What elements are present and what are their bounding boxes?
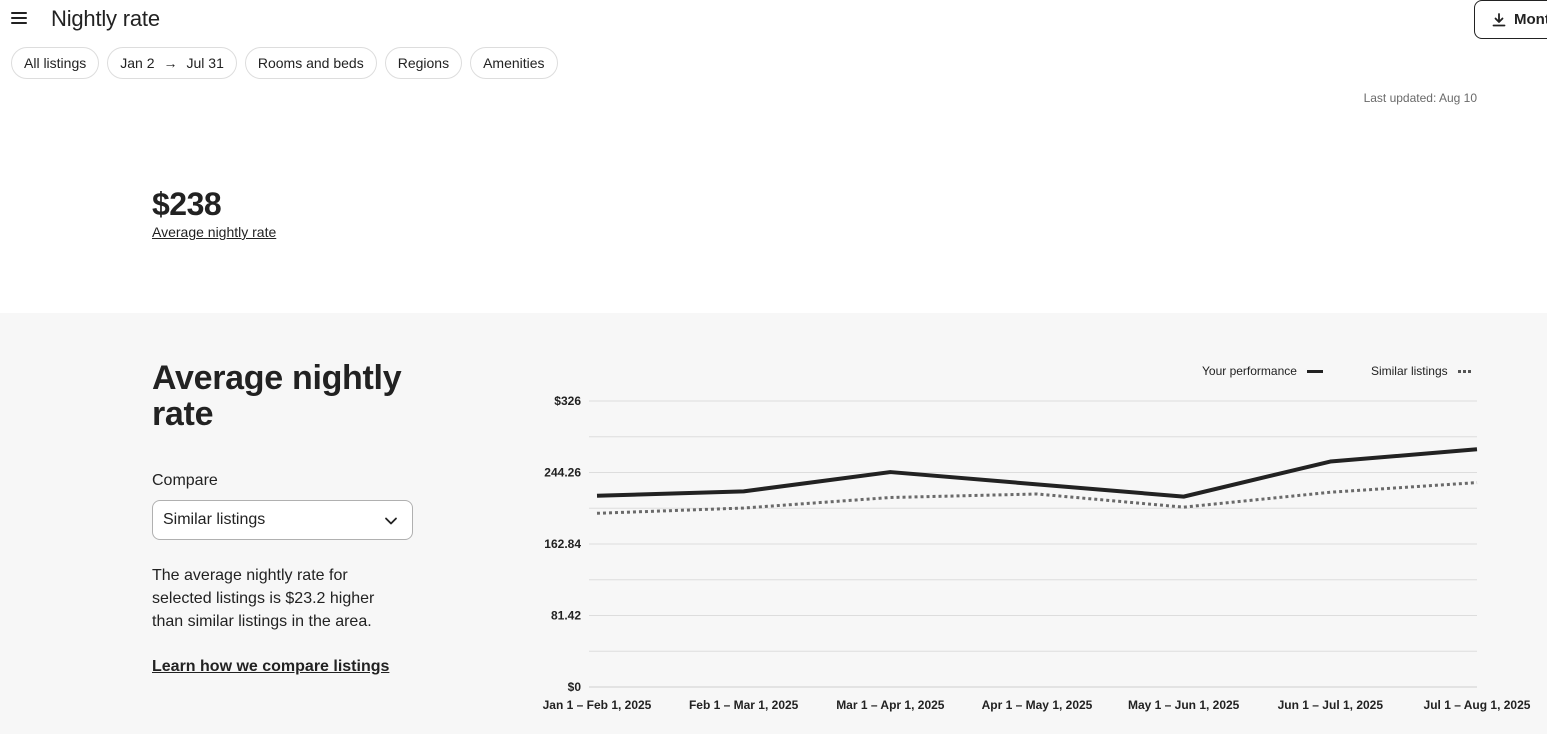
- legend-label-primary: Your performance: [1202, 364, 1297, 378]
- filter-regions[interactable]: Regions: [384, 47, 463, 79]
- filter-bar: All listings Jan 2 → Jul 31 Rooms and be…: [11, 47, 558, 79]
- x-tick-label: Apr 1 – May 1, 2025: [982, 698, 1093, 712]
- compare-label: Compare: [152, 472, 218, 489]
- learn-compare-link[interactable]: Learn how we compare listings: [152, 658, 390, 675]
- legend-swatch-primary: [1306, 369, 1323, 373]
- export-label: Mont: [1514, 11, 1547, 28]
- series-line-your-performance: [596, 447, 1478, 499]
- x-tick-label: Jan 1 – Feb 1, 2025: [543, 698, 652, 712]
- section-title: Average nightly rate: [152, 359, 402, 433]
- chevron-down-icon: [385, 517, 397, 525]
- line-chart: $0 81.42 162.84 244.26 $326 Jan 1 – Feb 1, 20…: [543, 394, 1531, 712]
- top-bar: Nightly rate Mont: [0, 0, 1547, 40]
- filter-regions-label: Regions: [397, 55, 450, 71]
- date-end: Jul 31: [186, 55, 224, 71]
- menu-icon[interactable]: [11, 12, 27, 26]
- filter-amenities-label: Amenities: [483, 55, 545, 71]
- x-tick-label: Jul 1 – Aug 1, 2025: [1424, 698, 1531, 712]
- page-title: Nightly rate: [51, 6, 160, 31]
- filter-rooms-beds-label: Rooms and beds: [257, 55, 364, 71]
- legend-swatch-comparison: [1457, 369, 1471, 373]
- download-icon: [1492, 12, 1506, 26]
- date-start: Jan 2: [120, 55, 155, 71]
- filter-rooms-beds[interactable]: Rooms and beds: [244, 47, 377, 79]
- y-tick-label: 162.84: [544, 537, 581, 551]
- y-tick-label: 244.26: [544, 466, 581, 480]
- kpi-label-link[interactable]: Average nightly rate: [152, 224, 277, 240]
- compare-description: The average nightly rate for selected li…: [152, 567, 375, 630]
- last-updated: Last updated: Aug 10: [1363, 91, 1477, 105]
- chart-legend: Your performance Similar listings: [1202, 364, 1471, 378]
- compare-dropdown[interactable]: Similar listings: [152, 500, 413, 540]
- filter-date-range[interactable]: Jan 2 → Jul 31: [107, 47, 237, 79]
- comparison-panel: Average nightly rate Compare Similar lis…: [0, 313, 1547, 734]
- x-tick-label: Mar 1 – Apr 1, 2025: [836, 698, 945, 712]
- filter-all-listings[interactable]: All listings: [11, 47, 100, 79]
- filter-amenities[interactable]: Amenities: [470, 47, 558, 79]
- y-tick-label: 81.42: [551, 609, 581, 623]
- x-tick-label: Jun 1 – Jul 1, 2025: [1278, 698, 1384, 712]
- series-line-similar-listings: [596, 481, 1478, 515]
- filter-all-listings-label: All listings: [24, 55, 87, 71]
- y-tick-label: $326: [554, 394, 581, 408]
- kpi-value: $238: [152, 186, 222, 222]
- x-tick-label: Feb 1 – Mar 1, 2025: [689, 698, 799, 712]
- export-button[interactable]: Mont: [1474, 0, 1547, 39]
- x-tick-label: May 1 – Jun 1, 2025: [1128, 698, 1240, 712]
- compare-selected-value: Similar listings: [163, 511, 266, 528]
- y-tick-label: $0: [568, 680, 582, 694]
- arrow-right-icon: →: [163, 55, 178, 71]
- legend-label-comparison: Similar listings: [1370, 364, 1448, 378]
